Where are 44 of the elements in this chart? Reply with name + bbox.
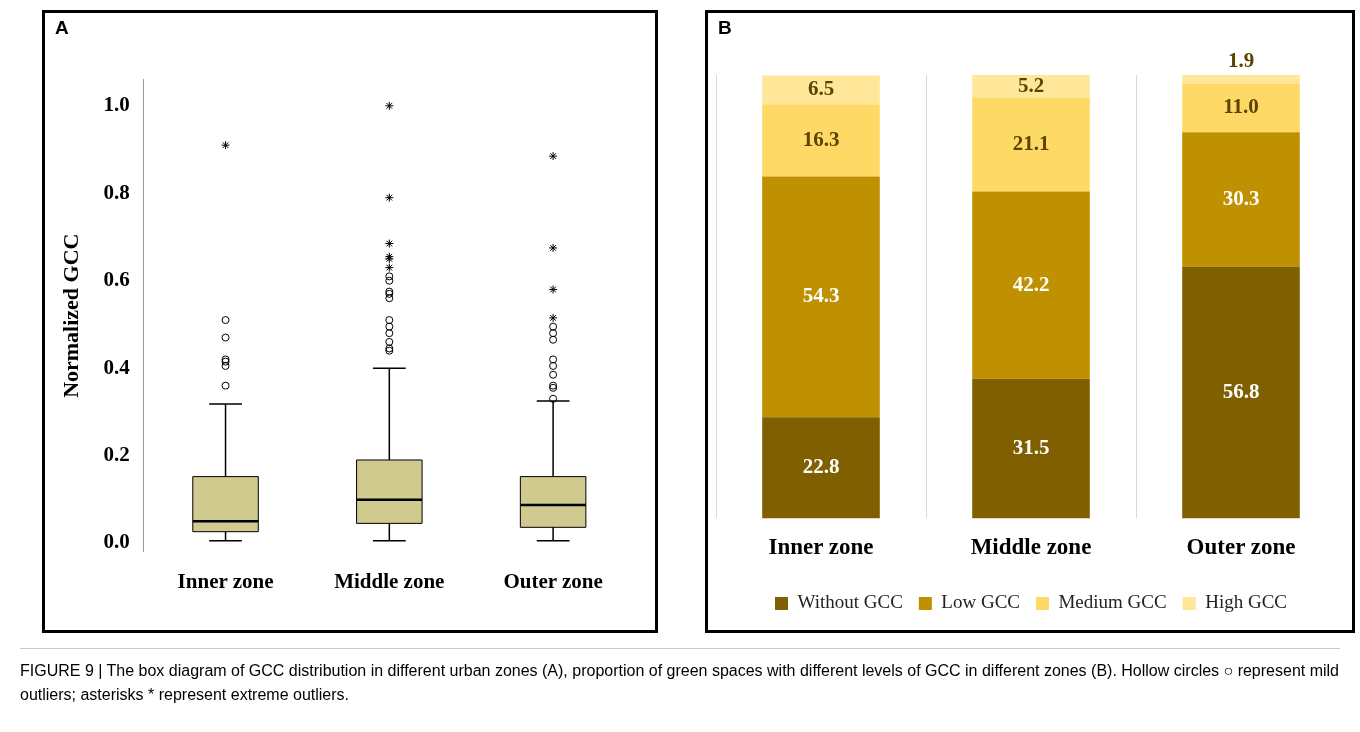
bar (1182, 132, 1300, 267)
x-tick-label: Outer zone (1186, 534, 1296, 560)
caption: FIGURE 9 | The box diagram of GCC distribution in different urban zones (A), proportion of green spaces with different levels of GCC in different zones (B). Hollow circles ○ represent mild outliers; asterisks * represent extreme outliers. (20, 661, 1340, 705)
data-label: 56.8 (1222, 378, 1260, 403)
data-label: 6.5 (807, 76, 835, 101)
y-tick-label: 0.6 (103, 267, 130, 292)
bar (1182, 266, 1300, 519)
x-tick-label: Inner zone (768, 534, 874, 560)
bar (762, 75, 880, 105)
legend-label: Without GCC (797, 591, 903, 613)
y-tick-label: 0.4 (103, 354, 131, 379)
y-axis-title: Normalized GCC (57, 233, 83, 398)
y-tick-label: 0.8 (103, 179, 130, 204)
data-label: 31.5 (1012, 434, 1050, 459)
legend-label: Medium GCC (1058, 591, 1167, 613)
y-tick-label: 0.2 (103, 442, 130, 467)
x-tick-label: Outer zone (503, 568, 603, 593)
bar (972, 75, 1090, 99)
x-tick-label: Inner zone (177, 568, 274, 593)
data-label: 21.1 (1012, 131, 1050, 156)
chart-title: B (718, 17, 732, 39)
data-label: 5.2 (1017, 72, 1045, 97)
legend-label: Low GCC (941, 591, 1020, 613)
data-label: 1.9 (1227, 48, 1255, 73)
bar (1182, 83, 1300, 133)
bar (1182, 75, 1300, 84)
bar (762, 104, 880, 177)
data-label: 42.2 (1012, 271, 1050, 296)
bar (762, 176, 880, 418)
x-tick-label: Middle zone (334, 568, 445, 593)
bar (762, 417, 880, 519)
legend-label: High GCC (1205, 591, 1288, 613)
data-label: 30.3 (1222, 185, 1260, 210)
bar (972, 191, 1090, 379)
data-label: 22.8 (802, 454, 840, 479)
y-tick-label: 0.0 (103, 529, 130, 554)
x-tick-label: Middle zone (970, 534, 1092, 560)
data-label: 54.3 (802, 283, 840, 308)
data-label: 11.0 (1223, 94, 1259, 119)
data-label: 16.3 (802, 126, 840, 151)
y-tick-label: 1.0 (103, 92, 130, 117)
bar (972, 378, 1090, 519)
chart-title: A (55, 17, 69, 39)
bar (972, 98, 1090, 192)
